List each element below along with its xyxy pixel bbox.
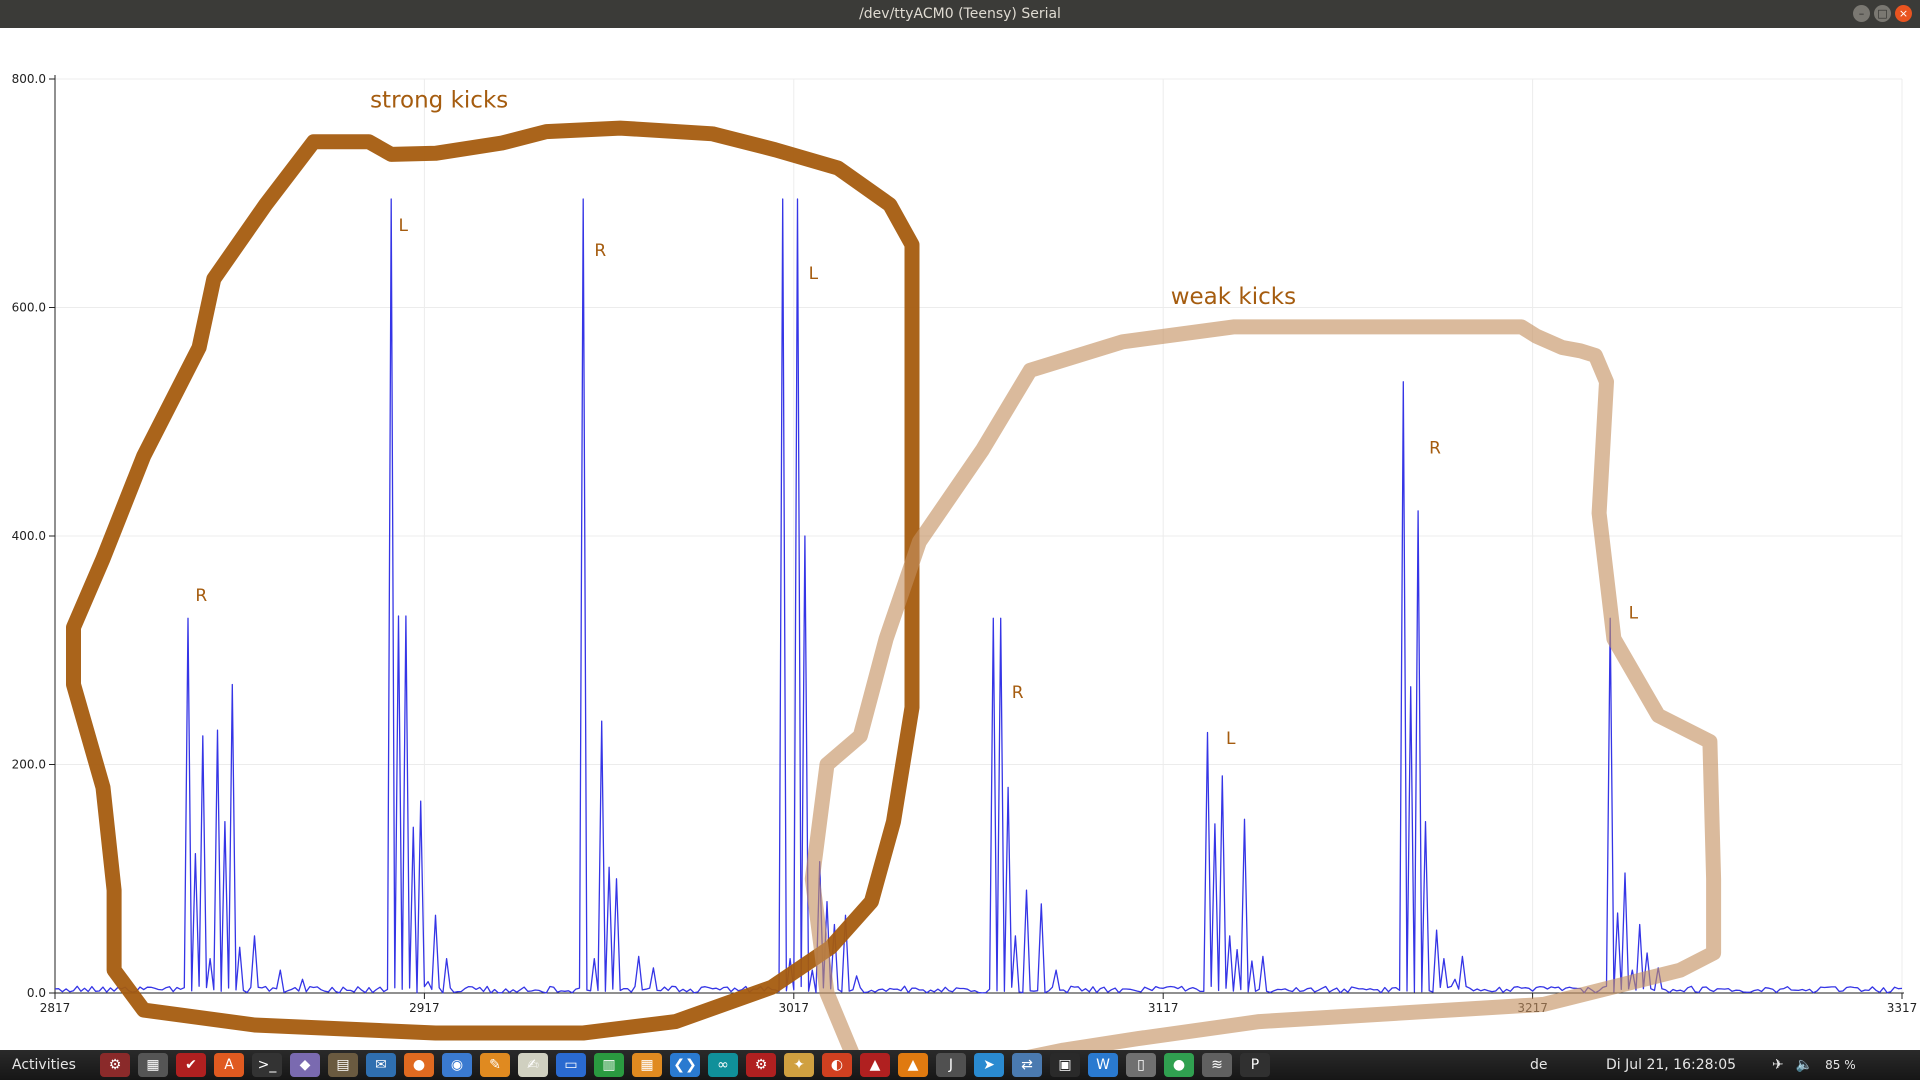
y-tick-label-2: 400.0: [12, 529, 46, 543]
firefox-app-icon[interactable]: ●: [404, 1053, 434, 1077]
airplane-icon: ✈: [1772, 1057, 1784, 1073]
y-tick-label-1: 200.0: [12, 758, 46, 772]
mail-app-icon[interactable]: ✉: [366, 1053, 396, 1077]
taskbar: Activities ⚙ ▦ ✔ A >_ ◆ ▤ ✉ ● ◉ ✎ ✍ ▭ ▥ ▦ ❮❯ ∞ ⚙ ✦ ◐ ▲ ▲ J ➤ ⇄ ▣ W…: [0, 1050, 1920, 1080]
vpn-app-icon[interactable]: ◐: [822, 1053, 852, 1077]
drive-app-icon[interactable]: ▯: [1126, 1053, 1156, 1077]
serial-signal-line: [54, 198, 1903, 994]
kick-label-7: L: [1226, 729, 1236, 749]
kick-label-9: L: [1629, 603, 1639, 623]
sheets-app-icon[interactable]: ▦: [632, 1053, 662, 1077]
x-tick-label-0: 2817: [40, 1001, 71, 1015]
green-app-icon[interactable]: ●: [1164, 1053, 1194, 1077]
hardware-app-icon[interactable]: ⚙: [746, 1053, 776, 1077]
kick-label-3: L: [399, 216, 409, 236]
battery-level: 85 %: [1825, 1058, 1856, 1072]
text-editor-icon[interactable]: ✍: [518, 1053, 548, 1077]
keyboard-language[interactable]: de: [1530, 1057, 1548, 1073]
vscode-app-icon[interactable]: ❮❯: [670, 1053, 700, 1077]
minimize-button[interactable]: –: [1853, 5, 1870, 22]
calculator-app-icon[interactable]: ▦: [138, 1053, 168, 1077]
activities-button[interactable]: Activities: [12, 1057, 76, 1073]
close-button[interactable]: ×: [1895, 5, 1912, 22]
x-tick-label-3: 3117: [1148, 1001, 1179, 1015]
inkscape-app-icon[interactable]: ✦: [784, 1053, 814, 1077]
clock[interactable]: Di Jul 21, 16:28:05: [1606, 1057, 1737, 1073]
chromium-app-icon[interactable]: ◉: [442, 1053, 472, 1077]
status-area[interactable]: ✈ 🔈 85 %: [1772, 1057, 1856, 1073]
jdk-app-icon[interactable]: J: [936, 1053, 966, 1077]
tool-app-icon[interactable]: ▲: [860, 1053, 890, 1077]
window-controls: – □ ×: [1853, 5, 1912, 22]
kick-label-2: R: [195, 586, 207, 606]
window-titlebar[interactable]: /dev/ttyACM0 (Teensy) Serial – □ ×: [0, 0, 1920, 28]
network-app-icon[interactable]: ⇄: [1012, 1053, 1042, 1077]
app-tray: ⚙ ▦ ✔ A >_ ◆ ▤ ✉ ● ◉ ✎ ✍ ▭ ▥ ▦ ❮❯ ∞ ⚙ ✦ ◐ ▲ ▲ J ➤ ⇄ ▣ W ▯ ● ≋ P: [100, 1053, 1270, 1077]
settings-app-icon[interactable]: ⚙: [100, 1053, 130, 1077]
kick-label-6: R: [1012, 683, 1024, 703]
kick-label-5: L: [809, 264, 819, 284]
x-tick-label-5: 3317: [1887, 1001, 1918, 1015]
telegram-app-icon[interactable]: ➤: [974, 1053, 1004, 1077]
y-tick-label-0: 0.0: [27, 986, 46, 1000]
document-app-icon[interactable]: ▭: [556, 1053, 586, 1077]
window-title: /dev/ttyACM0 (Teensy) Serial: [859, 6, 1061, 22]
y-tick-label-4: 800.0: [12, 72, 46, 86]
weak-kicks-outline: [804, 319, 1722, 1050]
arduino-app-icon[interactable]: ∞: [708, 1053, 738, 1077]
software-center-icon[interactable]: A: [214, 1053, 244, 1077]
kick-label-4: R: [594, 241, 606, 261]
kick-label-8: R: [1429, 439, 1441, 459]
strong-kicks-outline: [66, 120, 920, 1041]
y-tick-label-3: 600.0: [12, 301, 46, 315]
pomodoro-app-icon[interactable]: P: [1240, 1053, 1270, 1077]
gem-app-icon[interactable]: ◆: [290, 1053, 320, 1077]
volume-icon: 🔈: [1795, 1057, 1814, 1073]
annotation-weak-kicks: weak kicks: [1171, 284, 1296, 310]
monitor-app-icon[interactable]: W: [1088, 1053, 1118, 1077]
annotation-strong-kicks: strong kicks: [370, 88, 508, 114]
x-tick-label-1: 2917: [409, 1001, 440, 1015]
vlc-app-icon[interactable]: ▲: [898, 1053, 928, 1077]
x-tick-label-2: 3017: [779, 1001, 810, 1015]
serial-plot: 0.0 200.0 400.0 600.0 800.0 2817 2917 3017 3117 3…: [12, 72, 1918, 1050]
spreadsheet-app-icon[interactable]: ▥: [594, 1053, 624, 1077]
maximize-button[interactable]: □: [1874, 5, 1891, 22]
graph-app-icon[interactable]: ≋: [1202, 1053, 1232, 1077]
notes-app-icon[interactable]: ✎: [480, 1053, 510, 1077]
archive-app-icon[interactable]: ▤: [328, 1053, 358, 1077]
terminal-app-icon[interactable]: >_: [252, 1053, 282, 1077]
todo-app-icon[interactable]: ✔: [176, 1053, 206, 1077]
screen-app-icon[interactable]: ▣: [1050, 1053, 1080, 1077]
